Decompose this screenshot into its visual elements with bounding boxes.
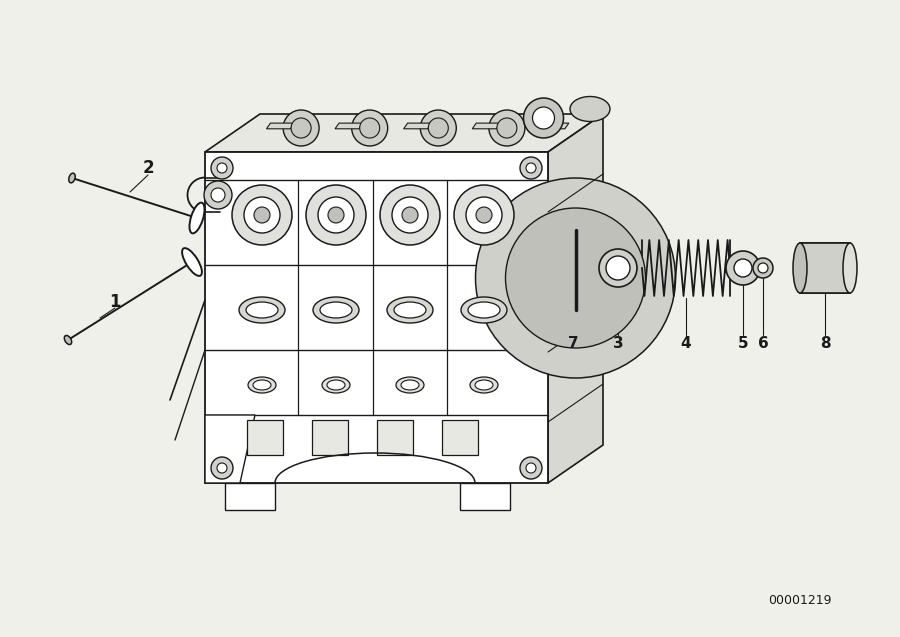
Circle shape bbox=[291, 118, 311, 138]
Circle shape bbox=[758, 263, 768, 273]
Circle shape bbox=[526, 463, 536, 473]
Circle shape bbox=[204, 181, 232, 209]
Circle shape bbox=[244, 197, 280, 233]
Ellipse shape bbox=[239, 297, 285, 323]
Ellipse shape bbox=[394, 302, 426, 318]
Circle shape bbox=[211, 188, 225, 202]
Circle shape bbox=[217, 163, 227, 173]
Ellipse shape bbox=[793, 243, 807, 293]
Text: 1: 1 bbox=[109, 293, 121, 311]
Text: 7: 7 bbox=[568, 336, 579, 350]
Polygon shape bbox=[266, 123, 294, 129]
Polygon shape bbox=[205, 114, 603, 152]
Circle shape bbox=[734, 259, 752, 277]
Circle shape bbox=[428, 118, 448, 138]
Ellipse shape bbox=[475, 380, 493, 390]
Circle shape bbox=[606, 256, 630, 280]
Polygon shape bbox=[472, 123, 500, 129]
Circle shape bbox=[402, 207, 418, 223]
Circle shape bbox=[360, 118, 380, 138]
Ellipse shape bbox=[313, 297, 359, 323]
Circle shape bbox=[476, 207, 492, 223]
Circle shape bbox=[524, 98, 563, 138]
Circle shape bbox=[520, 457, 542, 479]
Ellipse shape bbox=[470, 377, 498, 393]
Circle shape bbox=[318, 197, 354, 233]
Ellipse shape bbox=[396, 377, 424, 393]
Circle shape bbox=[520, 157, 542, 179]
Polygon shape bbox=[205, 152, 548, 483]
Ellipse shape bbox=[843, 243, 857, 293]
Ellipse shape bbox=[468, 302, 500, 318]
Circle shape bbox=[489, 110, 525, 146]
Ellipse shape bbox=[68, 173, 76, 183]
Circle shape bbox=[232, 185, 292, 245]
Ellipse shape bbox=[246, 302, 278, 318]
Circle shape bbox=[533, 107, 554, 129]
Text: 2: 2 bbox=[142, 159, 154, 177]
Ellipse shape bbox=[401, 380, 419, 390]
Ellipse shape bbox=[320, 302, 352, 318]
Polygon shape bbox=[225, 483, 275, 510]
Circle shape bbox=[380, 185, 440, 245]
Circle shape bbox=[726, 251, 760, 285]
Text: 4: 4 bbox=[680, 336, 691, 350]
Ellipse shape bbox=[64, 336, 72, 345]
Text: 3: 3 bbox=[613, 336, 624, 350]
Ellipse shape bbox=[182, 248, 202, 276]
Text: 00001219: 00001219 bbox=[769, 594, 832, 606]
Polygon shape bbox=[800, 243, 850, 293]
Circle shape bbox=[475, 178, 676, 378]
Text: 8: 8 bbox=[820, 336, 831, 350]
Ellipse shape bbox=[253, 380, 271, 390]
Polygon shape bbox=[548, 114, 603, 483]
Circle shape bbox=[753, 258, 773, 278]
Polygon shape bbox=[460, 483, 510, 510]
Ellipse shape bbox=[461, 297, 507, 323]
Circle shape bbox=[211, 157, 233, 179]
Ellipse shape bbox=[570, 96, 610, 122]
Circle shape bbox=[466, 197, 502, 233]
Ellipse shape bbox=[248, 377, 276, 393]
Ellipse shape bbox=[190, 203, 204, 233]
Text: 5: 5 bbox=[738, 336, 748, 350]
Ellipse shape bbox=[327, 380, 345, 390]
Polygon shape bbox=[335, 123, 363, 129]
Circle shape bbox=[454, 185, 514, 245]
Ellipse shape bbox=[387, 297, 433, 323]
Polygon shape bbox=[377, 420, 413, 455]
Circle shape bbox=[497, 118, 517, 138]
Polygon shape bbox=[541, 123, 569, 129]
Circle shape bbox=[284, 110, 320, 146]
Text: 6: 6 bbox=[758, 336, 769, 350]
Polygon shape bbox=[442, 420, 478, 455]
Polygon shape bbox=[205, 415, 255, 483]
Circle shape bbox=[306, 185, 366, 245]
Circle shape bbox=[328, 207, 344, 223]
Circle shape bbox=[526, 163, 536, 173]
Polygon shape bbox=[403, 123, 432, 129]
Circle shape bbox=[420, 110, 456, 146]
Circle shape bbox=[506, 208, 645, 348]
Circle shape bbox=[211, 457, 233, 479]
Circle shape bbox=[254, 207, 270, 223]
Polygon shape bbox=[247, 420, 283, 455]
Ellipse shape bbox=[322, 377, 350, 393]
Circle shape bbox=[392, 197, 428, 233]
Circle shape bbox=[599, 249, 637, 287]
Circle shape bbox=[217, 463, 227, 473]
Circle shape bbox=[352, 110, 388, 146]
Polygon shape bbox=[312, 420, 348, 455]
